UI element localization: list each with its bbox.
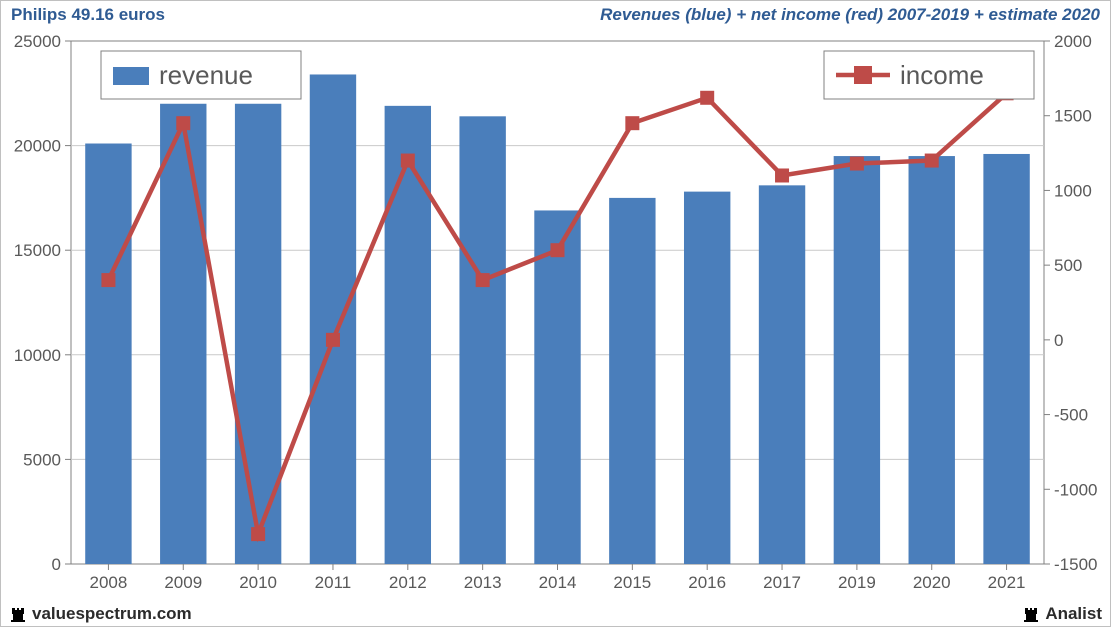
rook-icon [1022,605,1040,623]
income-marker [925,154,939,168]
income-marker [850,157,864,171]
ylabel-right: -1500 [1054,555,1097,574]
income-marker [101,273,115,287]
revenue-bar [609,198,655,564]
header: Philips 49.16 euros Revenues (blue) + ne… [1,1,1110,29]
ylabel-right: 0 [1054,331,1063,350]
legend-revenue-swatch [113,67,149,85]
xlabel: 2011 [315,573,352,592]
footer-source: valuespectrum.com [9,604,192,624]
revenue-bar [459,116,505,564]
xlabel: 2016 [688,573,726,592]
revenue-bar [983,154,1029,564]
xlabel: 2012 [389,573,427,592]
xlabel: 2020 [913,573,951,592]
footer-brand: Analist [1022,604,1102,624]
ylabel-right: 2000 [1054,32,1092,51]
revenue-bar [85,144,131,564]
xlabel: 2009 [164,573,202,592]
income-marker [401,154,415,168]
chart-svg: 0 5000 10000 15000 20000 25000 -1500 -1000 -500 0… [1,29,1111,604]
xlabel: 2010 [239,573,277,592]
revenue-bar [759,185,805,564]
legend-income-label: income [900,60,984,90]
ylabel-left: 15000 [14,241,61,260]
xlabel: 2013 [464,573,502,592]
ylabel-left: 5000 [23,450,61,469]
xlabel: 2019 [838,573,876,592]
income-marker [775,168,789,182]
chart-container: Philips 49.16 euros Revenues (blue) + ne… [0,0,1111,627]
revenue-bar [160,104,206,564]
legend-revenue-label: revenue [159,60,253,90]
xlabel: 2021 [988,573,1026,592]
xlabel: 2015 [613,573,651,592]
ylabel-right: 500 [1054,256,1082,275]
income-marker [251,527,265,541]
income-marker [176,116,190,130]
income-marker [476,273,490,287]
ylabel-right: 1000 [1054,181,1092,200]
ylabel-left: 25000 [14,32,61,51]
revenue-bar [534,210,580,564]
ylabel-right: 1500 [1054,107,1092,126]
revenue-bar [684,192,730,564]
title-right: Revenues (blue) + net income (red) 2007-… [600,5,1100,25]
footer-brand-text: Analist [1045,604,1102,624]
legend-income-marker [854,66,872,84]
plot-area: 0 5000 10000 15000 20000 25000 -1500 -1000 -500 0… [1,29,1110,602]
revenue-bar [834,156,880,564]
xlabel: 2014 [539,573,577,592]
ylabel-right: -500 [1054,406,1088,425]
ylabel-left: 0 [52,555,61,574]
ylabel-left: 20000 [14,137,61,156]
xlabel: 2008 [90,573,128,592]
income-marker [551,243,565,257]
income-marker [700,91,714,105]
footer: valuespectrum.com Analist [1,602,1110,626]
income-marker [625,116,639,130]
title-left: Philips 49.16 euros [11,5,165,25]
ylabel-left: 10000 [14,346,61,365]
revenue-bar [385,106,431,564]
rook-icon [9,605,27,623]
footer-source-text: valuespectrum.com [32,604,192,624]
ylabel-right: -1000 [1054,480,1097,499]
revenue-bar [909,156,955,564]
income-marker [326,333,340,347]
revenue-bar [310,74,356,564]
xlabel: 2017 [763,573,801,592]
